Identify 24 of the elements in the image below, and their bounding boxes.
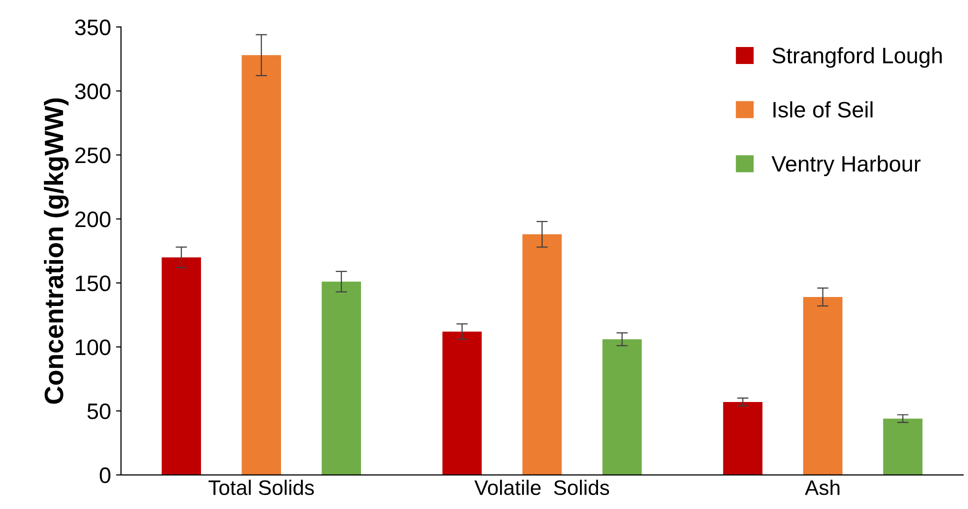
y-axis-title: Concentration (g/kgWW)	[44, 98, 69, 404]
y-tick-label: 150	[76, 275, 110, 292]
bar	[522, 234, 562, 475]
y-tick-label: 50	[87, 403, 110, 420]
y-tick-label: 350	[75, 20, 110, 36]
bar	[883, 418, 922, 475]
bar	[242, 55, 282, 475]
legend-label: Isle of Seil	[773, 101, 872, 118]
x-tick-label: Volatile Solids	[474, 480, 610, 496]
x-tick-label: Total Solids	[208, 480, 314, 496]
y-tick-label: 200	[75, 211, 110, 228]
legend-label: Strangford Lough	[772, 47, 942, 68]
bar	[442, 332, 482, 475]
x-tick-label: Ash	[804, 480, 840, 496]
y-tick-label: 300	[75, 84, 110, 100]
y-tick-label: 0	[100, 467, 110, 484]
legend-label: Ventry Harbour	[772, 155, 921, 176]
bar	[162, 257, 202, 475]
bar	[322, 282, 362, 475]
y-tick-label: 100	[76, 339, 110, 356]
bar	[723, 402, 762, 475]
bar	[803, 297, 842, 475]
bar	[602, 339, 642, 475]
y-tick-label: 250	[75, 147, 110, 164]
